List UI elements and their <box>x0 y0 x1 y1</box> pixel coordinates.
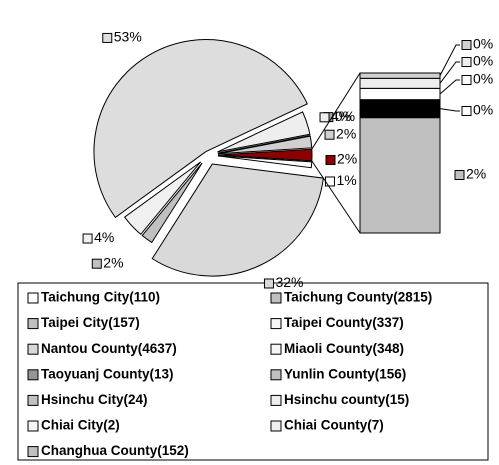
connector <box>311 160 361 234</box>
legend-swatch <box>27 343 39 355</box>
label-swatch <box>325 155 336 165</box>
legend-label: Chiai County(7) <box>284 418 384 433</box>
data-label: 32% <box>275 274 303 290</box>
legend-swatch <box>270 369 282 381</box>
data-label: 0% <box>473 71 493 87</box>
label-swatch <box>263 278 274 289</box>
data-label: 4% <box>94 229 114 245</box>
data-label: 2% <box>103 254 123 270</box>
pie-slice <box>141 162 203 244</box>
data-label: 1% <box>336 172 356 188</box>
label-swatch <box>102 32 113 43</box>
label-swatch <box>82 233 93 244</box>
pie-slice <box>217 135 313 155</box>
legend-swatch <box>27 292 39 304</box>
pie-slice <box>151 163 324 277</box>
leader-line <box>439 61 460 84</box>
legend-label: Chiai City(2) <box>41 418 120 433</box>
legend-box <box>17 282 489 461</box>
legend-swatch <box>270 420 282 432</box>
legend-label: Taichung City(110) <box>41 290 160 305</box>
pie-slice <box>217 111 311 153</box>
label-swatch <box>461 106 472 116</box>
bar-segment <box>359 117 441 234</box>
label-swatch <box>461 57 472 67</box>
legend-label: Taichung County(2815) <box>284 290 432 305</box>
pie-slice <box>217 148 313 162</box>
data-label: 0% <box>473 36 493 52</box>
data-label: 0% <box>473 53 493 69</box>
leader-line <box>439 79 460 95</box>
legend-label: Yunlin County(156) <box>284 366 406 381</box>
data-label: 2% <box>337 151 357 167</box>
label-swatch <box>91 258 102 269</box>
label-swatch <box>461 75 472 85</box>
bar-segment <box>359 99 441 119</box>
pie-slice <box>93 39 308 219</box>
legend-swatch <box>27 318 39 330</box>
connector <box>311 72 361 150</box>
label-swatch <box>454 170 465 180</box>
legend-label: Hsinchu City(24) <box>41 392 148 407</box>
label-swatch <box>461 40 472 50</box>
legend-swatch <box>27 420 39 432</box>
legend-label: Taoyuanj County(13) <box>41 366 174 381</box>
pie-slice <box>217 135 311 154</box>
bar-segment <box>359 72 441 79</box>
legend-swatch <box>27 446 39 458</box>
label-swatch <box>319 112 330 123</box>
data-label: 2% <box>336 125 356 141</box>
legend-label: Nantou County(4637) <box>41 341 177 356</box>
data-label: 53% <box>114 29 142 45</box>
leader-line <box>439 44 460 76</box>
bar-segment <box>359 77 441 89</box>
legend-swatch <box>270 292 282 304</box>
legend-swatch <box>270 318 282 330</box>
legend-swatch <box>27 369 39 381</box>
legend-swatch <box>270 343 282 355</box>
leader-line <box>439 108 460 112</box>
pie-slice <box>217 155 313 169</box>
bar-segment <box>359 87 441 101</box>
legend-label: Taipei City(157) <box>41 315 140 330</box>
legend-label: Changhua County(152) <box>41 443 189 458</box>
legend-label: Hsinchu county(15) <box>284 392 409 407</box>
legend-label: Miaoli County(348) <box>284 341 404 356</box>
data-label: 2% <box>466 166 486 182</box>
data-label: 4% <box>331 108 351 124</box>
data-label: 0% <box>335 108 355 124</box>
label-swatch <box>324 129 335 140</box>
label-swatch <box>324 176 335 187</box>
legend-swatch <box>270 394 282 406</box>
data-label: 0% <box>473 102 493 118</box>
legend-label: Taipei County(337) <box>284 315 404 330</box>
legend-swatch <box>27 394 39 406</box>
pie-slice <box>123 161 202 235</box>
